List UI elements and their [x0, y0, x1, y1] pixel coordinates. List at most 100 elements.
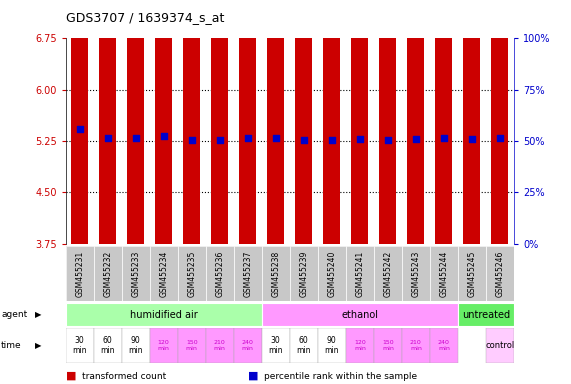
Point — [103, 135, 112, 141]
Bar — [178, 328, 206, 363]
Bar — [234, 328, 262, 363]
Point — [467, 136, 476, 142]
Text: ▶: ▶ — [35, 310, 42, 319]
Text: 240
min: 240 min — [242, 340, 254, 351]
Bar — [262, 303, 458, 326]
Text: agent: agent — [1, 310, 27, 319]
Bar — [430, 246, 458, 301]
Bar — [94, 328, 122, 363]
Bar — [351, 0, 368, 244]
Text: 120
min: 120 min — [354, 340, 366, 351]
Text: 30
min: 30 min — [268, 336, 283, 355]
Point — [215, 137, 224, 144]
Text: 150
min: 150 min — [186, 340, 198, 351]
Bar — [178, 246, 206, 301]
Bar — [239, 0, 256, 244]
Bar — [430, 328, 458, 363]
Point — [439, 135, 448, 141]
Bar — [66, 328, 94, 363]
Bar — [290, 246, 318, 301]
Point — [355, 136, 364, 142]
Text: GSM455241: GSM455241 — [355, 250, 364, 297]
Bar — [211, 0, 228, 244]
Bar — [262, 246, 289, 301]
Text: control: control — [485, 341, 514, 350]
Bar — [379, 0, 396, 244]
Text: GSM455242: GSM455242 — [383, 250, 392, 297]
Bar — [486, 246, 514, 301]
Bar — [99, 0, 116, 244]
Bar — [66, 246, 94, 301]
Text: GSM455231: GSM455231 — [75, 250, 84, 297]
Text: GSM455238: GSM455238 — [271, 250, 280, 297]
Bar — [94, 246, 122, 301]
Text: GSM455235: GSM455235 — [187, 250, 196, 297]
Bar — [290, 328, 318, 363]
Text: GSM455237: GSM455237 — [243, 250, 252, 297]
Bar — [71, 0, 88, 244]
Bar — [458, 303, 514, 326]
Bar — [66, 303, 262, 326]
Text: GSM455246: GSM455246 — [496, 250, 504, 297]
Text: 150
min: 150 min — [382, 340, 394, 351]
Point — [159, 132, 168, 139]
Text: ■: ■ — [66, 371, 76, 381]
Text: 120
min: 120 min — [158, 340, 170, 351]
Text: GSM455240: GSM455240 — [327, 250, 336, 297]
Bar — [267, 0, 284, 244]
Bar — [155, 0, 172, 244]
Bar — [122, 246, 150, 301]
Text: 60
min: 60 min — [100, 336, 115, 355]
Bar — [150, 246, 178, 301]
Bar — [436, 0, 452, 244]
Text: GSM455244: GSM455244 — [439, 250, 448, 297]
Text: GSM455243: GSM455243 — [411, 250, 420, 297]
Bar — [127, 0, 144, 244]
Bar — [318, 328, 346, 363]
Bar — [408, 0, 424, 244]
Text: 210
min: 210 min — [410, 340, 422, 351]
Point — [187, 137, 196, 143]
Point — [327, 137, 336, 143]
Text: humidified air: humidified air — [130, 310, 198, 320]
Text: percentile rank within the sample: percentile rank within the sample — [264, 372, 417, 381]
Text: 30
min: 30 min — [73, 336, 87, 355]
Bar — [323, 0, 340, 244]
Point — [243, 135, 252, 141]
Bar — [262, 328, 289, 363]
Bar — [492, 0, 508, 244]
Text: 240
min: 240 min — [438, 340, 450, 351]
Bar — [374, 328, 402, 363]
Text: untreated: untreated — [462, 310, 510, 320]
Bar — [150, 328, 178, 363]
Text: GSM455234: GSM455234 — [159, 250, 168, 297]
Bar — [346, 246, 374, 301]
Bar — [464, 0, 480, 244]
Text: GSM455236: GSM455236 — [215, 250, 224, 297]
Bar — [206, 328, 234, 363]
Text: GSM455239: GSM455239 — [299, 250, 308, 297]
Text: ▶: ▶ — [35, 341, 42, 350]
Point — [495, 135, 504, 141]
Bar — [122, 328, 150, 363]
Bar — [402, 328, 430, 363]
Point — [299, 137, 308, 144]
Bar — [295, 0, 312, 244]
Point — [131, 135, 140, 141]
Text: GSM455245: GSM455245 — [468, 250, 476, 297]
Bar — [318, 246, 346, 301]
Text: ■: ■ — [248, 371, 259, 381]
Text: transformed count: transformed count — [82, 372, 166, 381]
Bar — [206, 246, 234, 301]
Text: 90
min: 90 min — [128, 336, 143, 355]
Text: 210
min: 210 min — [214, 340, 226, 351]
Text: GSM455233: GSM455233 — [131, 250, 140, 297]
Bar — [486, 328, 514, 363]
Point — [383, 137, 392, 143]
Text: GSM455232: GSM455232 — [103, 250, 112, 297]
Bar — [374, 246, 402, 301]
Point — [271, 135, 280, 141]
Bar — [346, 328, 374, 363]
Bar — [458, 246, 486, 301]
Bar — [234, 246, 262, 301]
